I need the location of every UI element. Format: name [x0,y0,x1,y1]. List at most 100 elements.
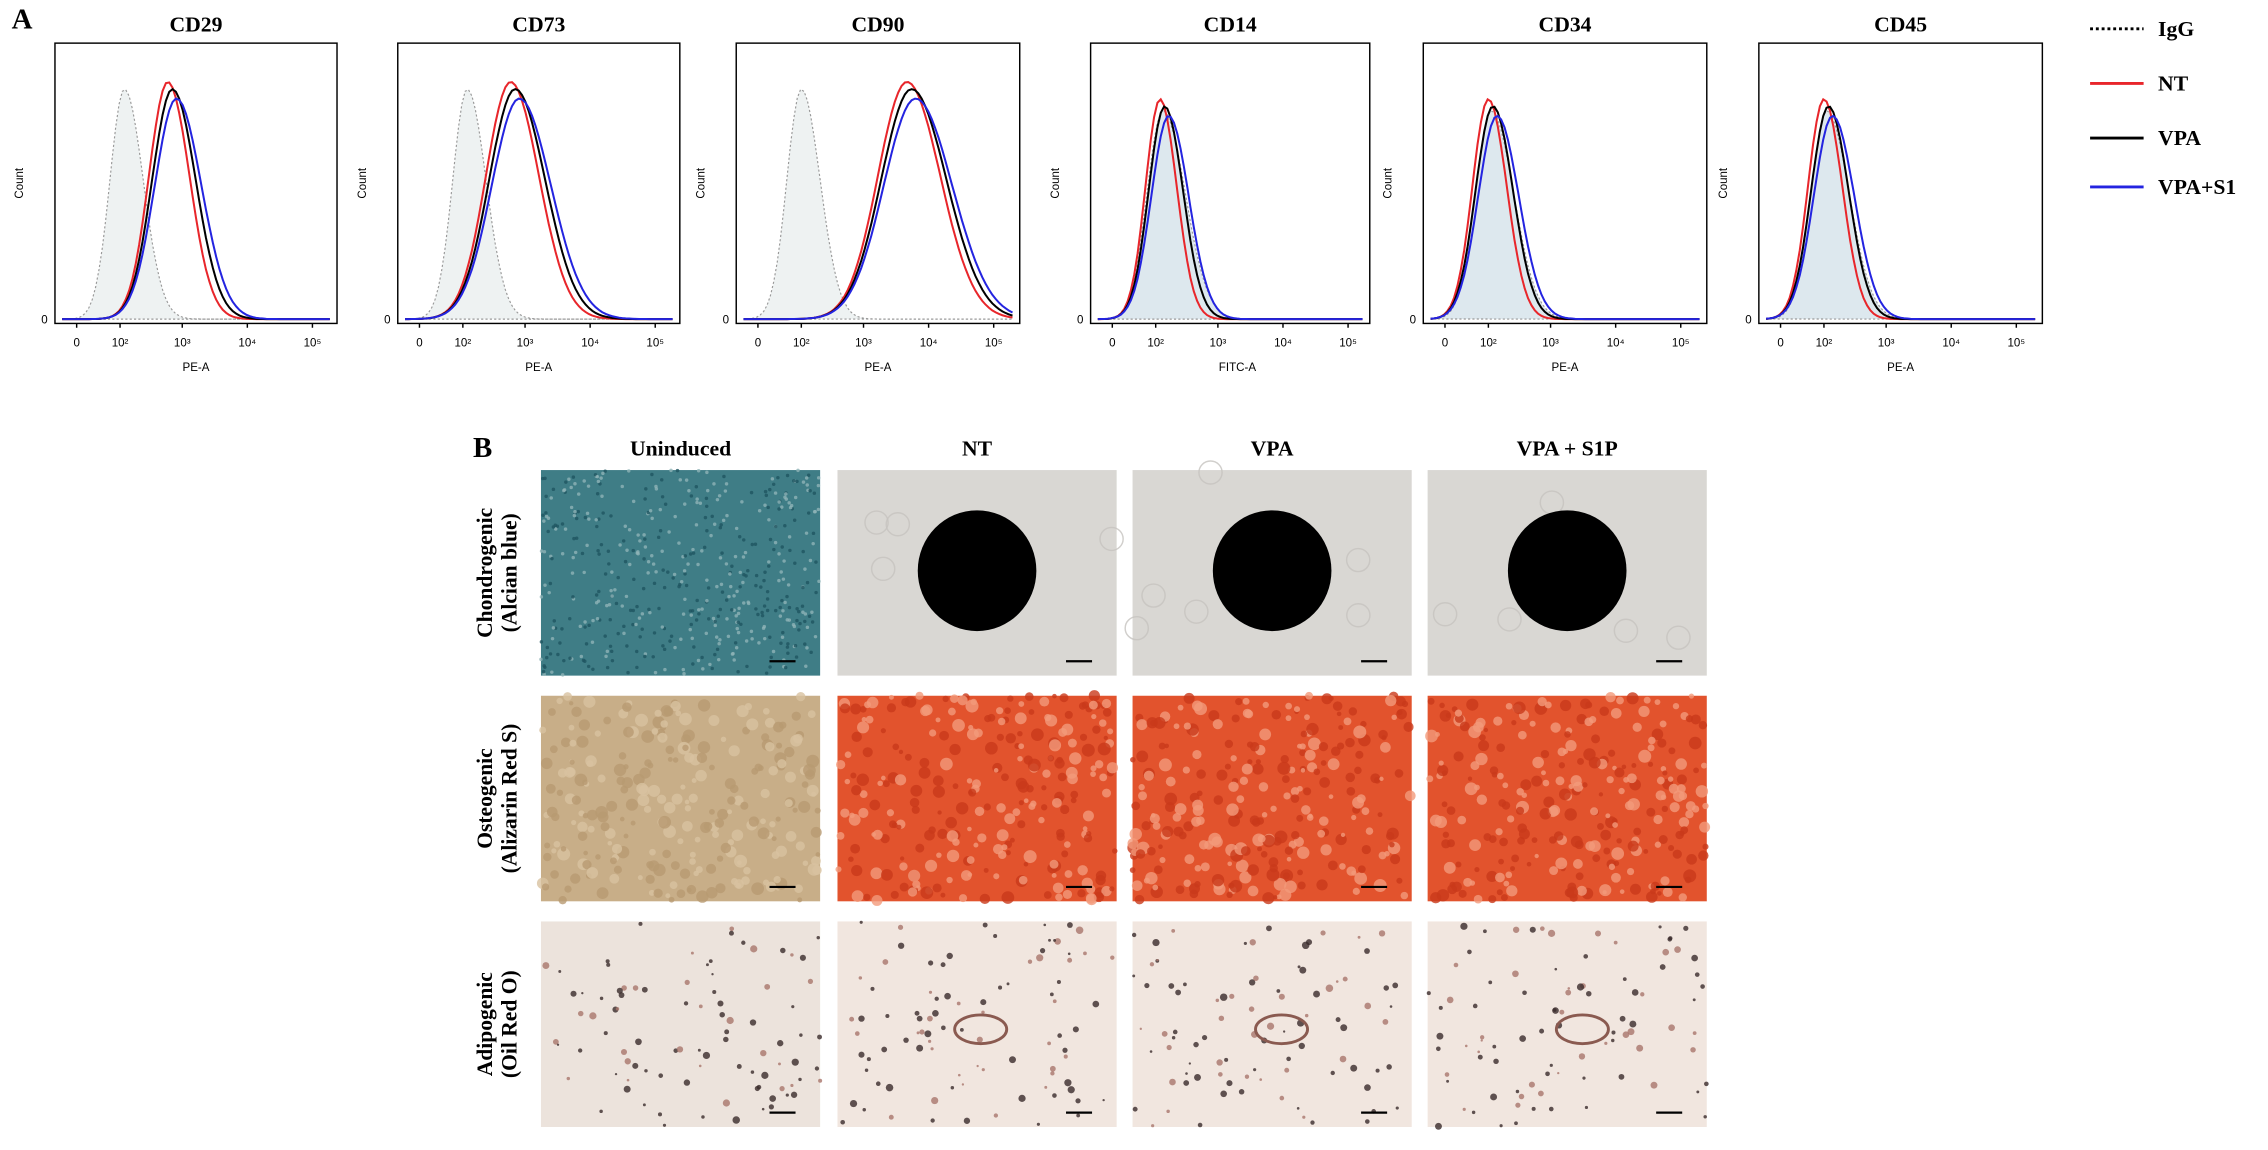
texture-dot [773,608,778,613]
texture-dot [720,842,732,854]
texture-dot [1099,773,1108,782]
texture-dot [1092,725,1101,734]
texture-dot [1244,1074,1250,1079]
histogram-title: CD29 [169,13,222,37]
texture-dot [799,954,806,961]
texture-dot [1499,837,1508,847]
texture-dot [1253,1068,1257,1072]
texture-dot [712,831,720,839]
texture-dot [1005,733,1016,744]
texture-dot [1300,730,1308,738]
texture-dot [712,482,716,486]
histogram-title: CD34 [1539,13,1592,37]
micrograph [837,470,1124,676]
texture-dot [772,547,776,552]
texture-dot [640,612,645,616]
texture-dot [635,665,639,670]
texture-dot [623,524,628,528]
texture-dot [1446,996,1454,1004]
texture-dot [1216,1059,1223,1066]
texture-dot [1090,765,1097,772]
texture-dot [625,548,629,552]
texture-dot [1331,746,1341,756]
texture-dot [814,590,818,595]
texture-dot [1269,864,1278,873]
texture-dot [983,803,991,811]
texture-dot [1043,923,1047,927]
texture-dot [598,482,602,486]
isotype-fill [405,88,673,320]
texture-dot [556,652,560,657]
texture-dot [641,986,648,993]
texture-dot [1305,691,1313,700]
texture-dot [850,843,861,854]
texture-dot [892,743,900,751]
texture-dot [1172,1029,1178,1035]
texture-dot [799,1033,803,1037]
texture-dot [571,595,575,599]
texture-dot [950,694,959,703]
texture-dot [652,631,657,635]
texture-dot [1273,878,1287,891]
texture-dot [616,631,620,636]
texture-dot [1613,618,1639,643]
micrograph [540,921,823,1127]
texture-dot [1076,1113,1081,1118]
isotype-fill [62,88,330,320]
texture-dot [605,959,610,964]
texture-dot [1235,859,1249,873]
x-tick-label: 10² [1816,337,1833,349]
texture-dot [928,960,934,966]
texture-dot [613,588,617,592]
texture-dot [697,612,701,616]
texture-dot [797,897,803,903]
texture-dot [1695,785,1709,798]
texture-dot [1200,862,1210,872]
row-title: Chondrogenic [473,507,497,637]
texture-dot [583,850,588,856]
texture-dot [560,522,565,526]
texture-dot [684,752,695,763]
texture-dot [776,475,780,480]
texture-dot [1069,752,1082,765]
texture-dot [1674,946,1681,953]
texture-dot [1178,831,1187,840]
texture-dot [1149,813,1160,824]
texture-dot [790,953,794,957]
texture-dot [765,589,770,594]
texture-dot [1354,766,1362,775]
texture-dot [1006,982,1010,986]
texture-dot [786,642,790,646]
texture-dot [1297,743,1302,749]
texture-dot [1083,951,1087,956]
texture-dot [741,876,750,885]
texture-dot [1276,989,1281,993]
texture-dot [1346,866,1357,876]
texture-dot [1242,697,1250,705]
micrograph [1124,460,1412,676]
texture-dot [1332,701,1343,711]
texture-dot [1375,1068,1380,1073]
texture-dot [836,760,846,770]
isotype-fill [1430,109,1700,320]
texture-dot [1654,841,1662,848]
texture-dot [614,1072,618,1076]
texture-dot [615,1007,620,1011]
texture-dot [1694,972,1700,977]
texture-dot [973,728,983,738]
texture-dot [636,533,640,537]
texture-dot [1483,833,1492,841]
texture-dot [582,812,589,819]
texture-dot [1124,615,1150,641]
texture-dot [795,607,799,611]
texture-dot [657,732,668,743]
texture-dot [1280,754,1289,764]
texture-dot [1248,979,1256,986]
texture-dot [1023,850,1037,864]
texture-dot [1453,962,1459,968]
texture-dot [1004,813,1016,825]
texture-dot [1667,776,1674,782]
texture-dot [1650,881,1660,891]
texture-dot [610,594,614,598]
texture-dot [1067,952,1071,956]
